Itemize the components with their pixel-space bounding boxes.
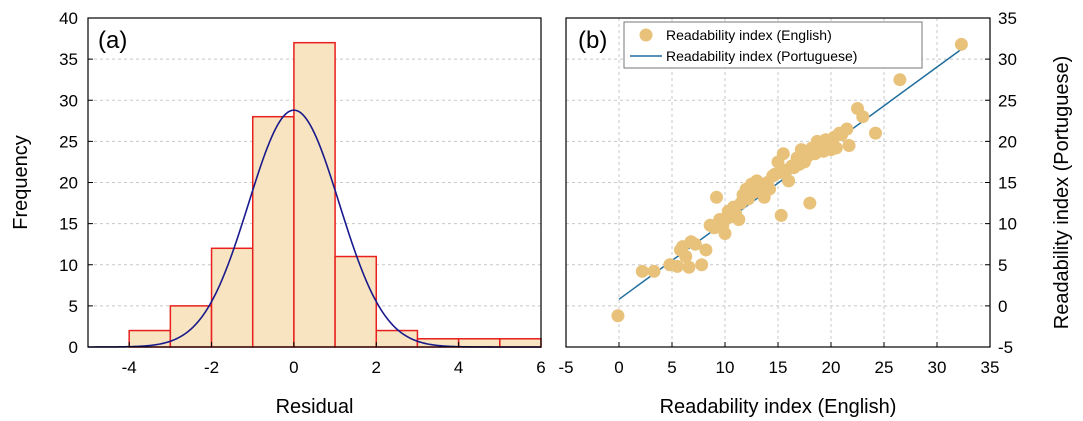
scatter-point bbox=[856, 110, 870, 124]
y-tick-label: 30 bbox=[998, 50, 1017, 69]
scatter-point bbox=[893, 73, 907, 87]
histogram-panel: -4 -2 0 2 4 6 0 5 10 15 20 25 30 35 40 (a) Residual Fr… bbox=[10, 9, 546, 418]
scatter-point bbox=[647, 264, 661, 278]
panel-label-b: (b) bbox=[578, 27, 607, 54]
scatter-point bbox=[774, 208, 788, 222]
scatter-point bbox=[718, 226, 732, 240]
y-tick-label: 0 bbox=[998, 297, 1007, 316]
x-tick-label: 15 bbox=[769, 358, 788, 377]
scatter-point bbox=[611, 309, 625, 323]
y-tick-label: 40 bbox=[59, 9, 78, 28]
y-tick-label: 35 bbox=[998, 9, 1017, 28]
x-tick-label: 20 bbox=[822, 358, 841, 377]
x-tick-label: 25 bbox=[875, 358, 894, 377]
scatter-point bbox=[782, 174, 796, 188]
legend-entry-english: Readability index (English) bbox=[666, 27, 832, 43]
y-tick-label: 5 bbox=[69, 297, 78, 316]
y-tick-label: -5 bbox=[998, 338, 1013, 357]
scatter-point bbox=[710, 190, 724, 204]
histogram-bar bbox=[128, 329, 172, 348]
histogram-bar bbox=[499, 338, 542, 348]
y-tick-label: 25 bbox=[59, 132, 78, 151]
x-tick-label: 6 bbox=[536, 358, 545, 377]
legend-entry-portuguese: Readability index (Portuguese) bbox=[666, 48, 857, 64]
legend-box bbox=[623, 21, 923, 69]
scatter-points bbox=[611, 37, 968, 323]
scatter-point bbox=[635, 264, 649, 278]
legend: Readability index (English) Readability … bbox=[623, 21, 923, 69]
histogram-bars bbox=[128, 41, 542, 348]
scatter-point bbox=[732, 213, 746, 227]
scatter-x-axis-label: Readability index (English) bbox=[660, 396, 897, 418]
scatter-point bbox=[682, 260, 696, 274]
histogram-ticks: -4 -2 0 2 4 6 0 5 10 15 20 25 30 35 40 bbox=[59, 9, 546, 377]
x-tick-label: -5 bbox=[558, 358, 573, 377]
y-tick-label: 25 bbox=[998, 91, 1017, 110]
x-tick-label: 0 bbox=[289, 358, 298, 377]
x-tick-label: 35 bbox=[981, 358, 1000, 377]
scatter-point bbox=[829, 141, 843, 155]
x-tick-label: 10 bbox=[716, 358, 735, 377]
y-tick-label: 30 bbox=[59, 91, 78, 110]
panel-label-a: (a) bbox=[98, 27, 127, 54]
x-tick-label: 30 bbox=[928, 358, 947, 377]
scatter-point bbox=[869, 126, 883, 140]
histogram-bar bbox=[457, 338, 501, 348]
legend-marker-english bbox=[639, 28, 653, 42]
y-tick-label: 15 bbox=[59, 215, 78, 234]
y-tick-label: 10 bbox=[998, 215, 1017, 234]
scatter-point bbox=[842, 138, 856, 152]
scatter-y-axis-label: Readability index (Portuguese) bbox=[1051, 56, 1073, 330]
scatter-point bbox=[695, 258, 709, 272]
y-tick-label: 15 bbox=[998, 174, 1017, 193]
x-tick-label: 4 bbox=[454, 358, 463, 377]
histogram-bar bbox=[251, 115, 295, 348]
y-tick-label: 35 bbox=[59, 50, 78, 69]
histogram-x-axis-label: Residual bbox=[276, 396, 354, 418]
histogram-y-axis-label: Frequency bbox=[10, 135, 32, 230]
scatter-point bbox=[670, 259, 684, 273]
x-tick-label: -4 bbox=[122, 358, 137, 377]
scatter-point bbox=[763, 182, 777, 196]
scatter-point bbox=[803, 196, 817, 210]
y-tick-label: 0 bbox=[69, 338, 78, 357]
x-tick-label: -2 bbox=[204, 358, 219, 377]
scatter-point bbox=[699, 243, 713, 257]
x-tick-label: 5 bbox=[667, 358, 676, 377]
scatter-point bbox=[688, 237, 702, 251]
y-tick-label: 20 bbox=[998, 132, 1017, 151]
histogram-bar bbox=[293, 41, 336, 348]
scatter-point bbox=[679, 250, 693, 264]
scatter-point bbox=[840, 122, 854, 136]
scatter-point bbox=[776, 147, 790, 161]
x-tick-label: 2 bbox=[372, 358, 381, 377]
y-tick-label: 5 bbox=[998, 256, 1007, 275]
x-tick-label: 0 bbox=[614, 358, 623, 377]
histogram-bar bbox=[210, 247, 254, 348]
scatter-point bbox=[954, 37, 968, 51]
y-tick-label: 10 bbox=[59, 256, 78, 275]
histogram-bar bbox=[334, 255, 378, 348]
y-tick-label: 20 bbox=[59, 174, 78, 193]
